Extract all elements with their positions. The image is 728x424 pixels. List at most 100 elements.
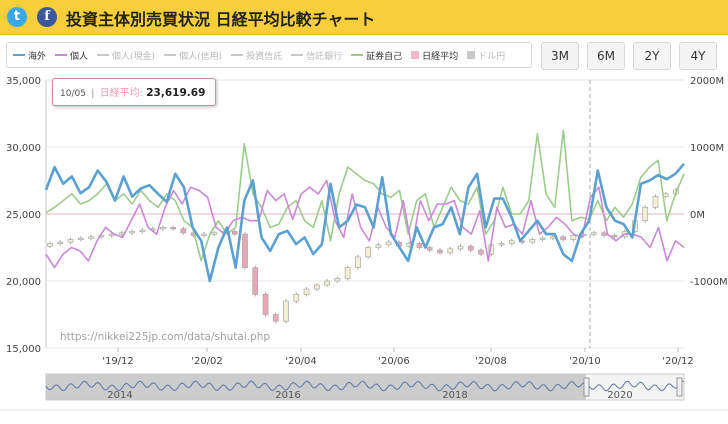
legend-item-0[interactable]: 海外 <box>13 49 46 62</box>
range-button-6m[interactable]: 6M <box>587 42 625 70</box>
nikkei-candle-body <box>611 235 618 238</box>
legend-item-2[interactable]: 個人(現金) <box>97 49 155 62</box>
range-button-2y[interactable]: 2Y <box>633 42 671 70</box>
navigator-label: 2014 <box>107 390 132 401</box>
nikkei-candle-body <box>262 294 269 315</box>
nikkei-candle-body <box>560 236 566 240</box>
x-tick-label: '20/02 <box>191 356 223 367</box>
legend-item-8[interactable]: ドル円 <box>467 49 505 62</box>
nikkei-candle-body <box>570 235 577 240</box>
legend-swatch <box>13 54 25 56</box>
nikkei-candle-body <box>201 233 207 236</box>
watermark: https://nikkei225jp.com/data/shutai.php <box>60 331 270 343</box>
tooltip-series-name: 日経平均: <box>99 88 144 99</box>
legend-swatch <box>231 54 244 56</box>
twitter-icon[interactable]: t <box>7 7 27 27</box>
nikkei-candle-body <box>437 249 443 254</box>
navigator-handle-right <box>676 377 683 397</box>
legend-item-3[interactable]: 個人(信用) <box>164 49 222 62</box>
y-tick-label-left: 15,000 <box>6 344 41 355</box>
legend-swatch <box>291 54 304 56</box>
x-tick-label: '19/12 <box>102 356 134 367</box>
legend-item-7[interactable]: 日経平均 <box>411 49 458 62</box>
nikkei-candle-body <box>426 247 433 251</box>
legend-swatch <box>55 54 68 56</box>
nikkei-candle-body <box>591 232 597 235</box>
nikkei-candle-body <box>375 244 382 248</box>
nikkei-candle-body <box>324 280 330 286</box>
legend-label: 個人(現金) <box>112 51 156 62</box>
chart-tooltip: 10/05 | 日経平均: 23,619.69 <box>52 78 216 106</box>
navigator-label: 2018 <box>442 390 467 401</box>
nikkei-candle-body <box>231 231 238 235</box>
facebook-icon[interactable]: f <box>37 7 57 27</box>
legend-label: 投資信託 <box>246 51 283 62</box>
legend-swatch <box>164 54 177 56</box>
nikkei-candle-body <box>129 231 135 234</box>
x-tick-label: '20/04 <box>285 356 317 367</box>
nikkei-candle-body <box>211 232 218 235</box>
navigator-label: 2016 <box>275 390 300 401</box>
y-tick-label-right: 2000M <box>690 76 724 87</box>
legend-swatch <box>351 54 364 56</box>
legend-swatch <box>411 51 420 59</box>
nikkei-candle-body <box>313 284 320 290</box>
navigator-series <box>45 380 685 392</box>
nikkei-candle-body <box>529 239 536 243</box>
legend-label: 海外 <box>28 51 47 62</box>
legend-label: 証券自己 <box>366 51 403 62</box>
navigator-label: 2020 <box>607 390 632 401</box>
nikkei-candle-body <box>67 239 74 243</box>
chart-legend: 海外 個人 個人(現金) 個人(信用) 投資信託 信託銀行 証券自己 日経平均 ドル円 <box>6 42 532 68</box>
legend-label: 個人(信用) <box>179 51 223 62</box>
nikkei-candle-body <box>272 314 279 322</box>
nikkei-candle-body <box>642 206 649 222</box>
nikkei-candle-body <box>467 245 474 251</box>
nikkei-candle-body <box>344 267 351 279</box>
tooltip-date: 10/05 <box>60 89 86 99</box>
series-line-foreign <box>44 162 685 283</box>
legend-item-4[interactable]: 投資信託 <box>231 49 282 62</box>
legend-label: 信託銀行 <box>306 51 343 62</box>
legend-item-5[interactable]: 信託銀行 <box>291 49 342 62</box>
legend-item-1[interactable]: 個人 <box>55 49 88 62</box>
series-line-individual <box>45 179 685 269</box>
legend-label: ドル円 <box>478 51 506 62</box>
nikkei-candle-body <box>457 245 464 250</box>
y-tick-label-left: 30,000 <box>6 143 41 154</box>
legend-swatch <box>97 54 110 56</box>
nikkei-candle-body <box>252 267 259 295</box>
range-button-4y[interactable]: 4Y <box>679 42 717 70</box>
x-tick-label: '20/06 <box>378 356 410 367</box>
y-tick-label-left: 25,000 <box>6 210 41 221</box>
nikkei-candle-body <box>77 237 84 240</box>
x-tick-label: '20/10 <box>569 356 601 367</box>
page-title: 投資主体別売買状況 日経平均比較チャート <box>66 10 376 29</box>
x-tick-label: '20/12 <box>662 356 694 367</box>
nikkei-candle-body <box>355 256 361 268</box>
range-button-3m[interactable]: 3M <box>541 42 579 70</box>
nikkei-candle-body <box>57 241 64 244</box>
tooltip-separator: | <box>91 88 95 99</box>
nikkei-candle-body <box>180 228 187 234</box>
nikkei-candle-body <box>498 243 505 246</box>
app-header: t f 投資主体別売買状況 日経平均比較チャート <box>0 0 728 35</box>
nikkei-candle-body <box>47 243 53 247</box>
nikkei-candle-body <box>539 237 546 240</box>
nikkei-candle-body <box>283 300 289 322</box>
y-tick-label-right: -1000M <box>690 277 728 288</box>
legend-label: 個人 <box>70 51 89 62</box>
x-tick-label: '20/08 <box>475 356 507 367</box>
nikkei-candle-body <box>416 243 423 248</box>
y-tick-label-left: 35,000 <box>6 76 41 87</box>
legend-item-6[interactable]: 証券自己 <box>351 49 402 62</box>
y-tick-label-right: 1000M <box>690 143 724 154</box>
nikkei-candle-body <box>293 294 300 302</box>
nikkei-candle-body <box>447 248 454 254</box>
nikkei-candle-body <box>88 236 94 239</box>
nikkei-candle-body <box>160 227 166 230</box>
legend-swatch <box>467 51 476 59</box>
nikkei-candle-body <box>139 229 146 232</box>
nikkei-candle-body <box>652 196 659 208</box>
